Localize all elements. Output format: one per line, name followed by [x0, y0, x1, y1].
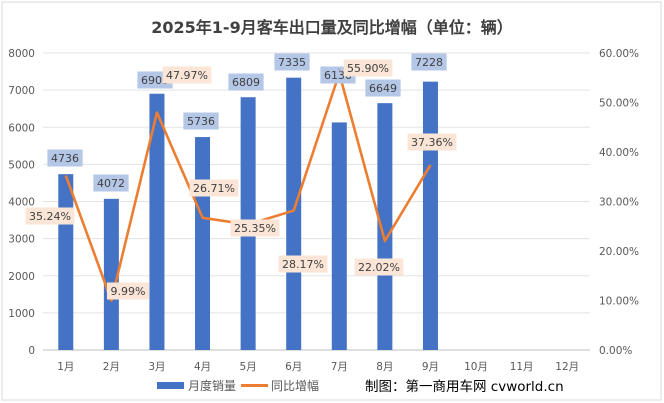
line-data-label-bg	[407, 133, 457, 151]
x-tick-label: 2月	[103, 361, 120, 373]
y-right-tick-label: 60.00%	[599, 48, 639, 60]
bar	[331, 122, 347, 350]
line-data-label-bg	[189, 179, 239, 197]
bar-data-label: 6649	[369, 82, 397, 95]
chart-title: 2025年1-9月客车出口量及同比增幅（单位：辆）	[151, 18, 512, 37]
y-left-tick-label: 8000	[8, 48, 35, 60]
y-right-tick-label: 20.00%	[599, 246, 639, 258]
x-tick-label: 11月	[510, 361, 534, 373]
bar-data-label: 6809	[232, 76, 260, 89]
bar-data-label-bg	[228, 73, 264, 91]
leader-line	[337, 67, 343, 74]
x-tick-label: 6月	[285, 361, 302, 373]
y-right-tick-label: 40.00%	[599, 147, 639, 159]
y-left-tick-label: 1000	[8, 308, 35, 320]
y-left-tick-label: 5000	[8, 159, 35, 171]
x-tick-label: 4月	[194, 361, 211, 373]
legend-label-bar: 月度销量	[188, 378, 236, 393]
bar-data-label-bg	[47, 149, 83, 167]
line-data-label-bg	[343, 59, 393, 77]
x-tick-label: 12月	[555, 361, 579, 373]
line-data-label-bg	[162, 66, 212, 84]
y-left-tick-label: 3000	[8, 234, 35, 246]
y-left-tick-label: 2000	[8, 271, 35, 283]
bar	[195, 137, 211, 350]
y-right-tick-label: 10.00%	[599, 296, 639, 308]
y-right-tick-label: 0.00%	[599, 345, 632, 357]
bar	[286, 77, 302, 351]
line-data-label: 9.99%	[111, 285, 146, 298]
y-left-tick-label: 7000	[8, 85, 35, 97]
line-data-label-bg	[25, 207, 75, 225]
bar	[377, 103, 393, 350]
y-right-tick-label: 30.00%	[599, 197, 639, 209]
x-tick-label: 5月	[240, 361, 257, 373]
bar-data-label: 7228	[415, 56, 443, 69]
line-data-label: 55.90%	[347, 62, 389, 75]
line-data-label: 28.17%	[282, 258, 324, 271]
legend: 月度销量 同比增幅	[157, 378, 319, 393]
bar-data-label: 5736	[187, 115, 215, 128]
line-data-label: 25.35%	[234, 222, 276, 235]
line-data-label: 37.36%	[411, 136, 453, 149]
line-data-label-bg	[107, 282, 149, 300]
bar-data-label-bg	[274, 53, 310, 71]
y-left-tick-label: 0	[28, 345, 35, 357]
line-data-label-bg	[230, 219, 280, 237]
bar-data-label-bg	[411, 53, 447, 71]
x-tick-label: 10月	[464, 361, 488, 373]
bar	[149, 93, 165, 350]
bar-data-label-bg	[93, 174, 129, 192]
bar-data-label: 6903	[141, 74, 169, 87]
line-data-label: 26.71%	[193, 182, 235, 195]
y-left-tick-label: 6000	[8, 122, 35, 134]
x-tick-label: 7月	[331, 361, 348, 373]
y-left-tick-label: 4000	[8, 197, 35, 209]
line-data-label-bg	[354, 258, 404, 276]
x-tick-label: 1月	[57, 361, 74, 373]
line-data-label-bg	[278, 255, 328, 273]
line-data-label: 22.02%	[358, 261, 400, 274]
y-right-tick-label: 50.00%	[599, 98, 639, 110]
bar-data-label: 7335	[278, 56, 306, 69]
x-tick-label: 9月	[422, 361, 439, 373]
legend-label-line: 同比增幅	[271, 378, 319, 393]
legend-swatch-bar	[157, 382, 184, 389]
bar-data-label: 4072	[97, 177, 125, 190]
line-data-label: 47.97%	[166, 69, 208, 82]
line-data-label: 35.24%	[29, 210, 71, 223]
bar-data-label: 4736	[51, 152, 79, 165]
x-tick-label: 8月	[376, 361, 393, 373]
bar-data-label-bg	[365, 79, 401, 97]
x-tick-label: 3月	[148, 361, 165, 373]
bar	[58, 174, 74, 350]
bar	[422, 81, 438, 351]
bar	[103, 198, 119, 350]
bar-data-label-bg	[183, 112, 219, 130]
credit-text: 制图：第一商用车网 cvworld.cn	[365, 378, 564, 395]
